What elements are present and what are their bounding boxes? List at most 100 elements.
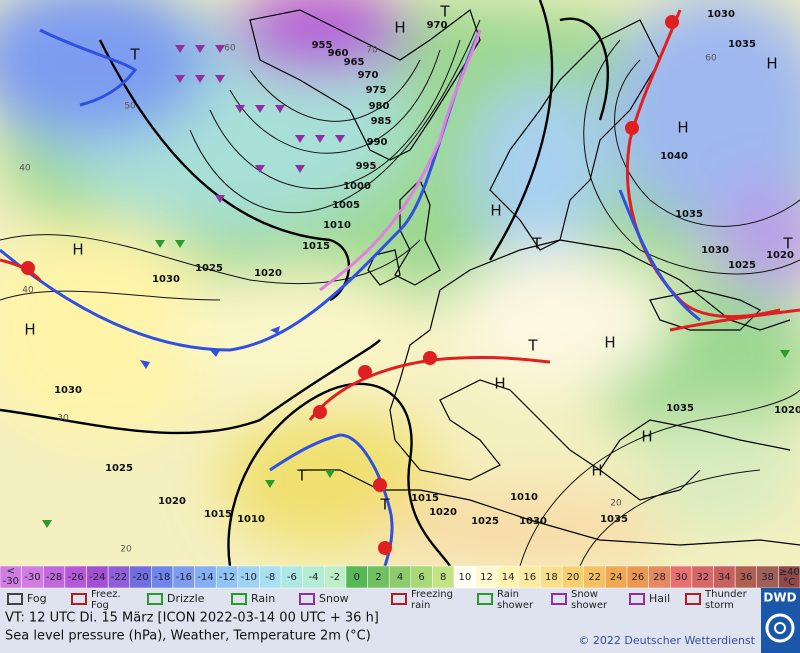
isobar-label: 1020 (429, 507, 457, 518)
isobar-label: 1020 (158, 496, 186, 507)
symbol-icon (551, 593, 567, 605)
isobar-label: 990 (367, 137, 388, 148)
isobar-label: 1000 (343, 181, 371, 192)
scale-value: 4 (397, 572, 403, 583)
scale-value: -28 (46, 572, 62, 583)
copyright: © 2022 Deutscher Wetterdienst (578, 634, 755, 647)
pressure-system: H (72, 241, 83, 259)
scale-value: 36 (740, 572, 753, 583)
isobar-label: 1035 (600, 514, 628, 525)
scale-value: -14 (197, 572, 213, 583)
pressure-system: H (490, 202, 501, 220)
pressure-system: T (527, 337, 538, 355)
pressure-system: T (379, 496, 390, 514)
temperature-label: 60 (224, 44, 236, 54)
temperature-label: 40 (22, 286, 34, 296)
symbol-icon (299, 593, 315, 605)
scale-value: 38 (761, 572, 774, 583)
isobar-label: 1030 (701, 245, 729, 256)
isobar-label: 1015 (302, 241, 330, 252)
isobar-label: 970 (358, 70, 379, 81)
weather-symbol-legend: Fog Freez. Fog Drizzle Rain Snow Freezing rain R… (7, 589, 748, 611)
isobar-label: 965 (344, 57, 365, 68)
isobar-label: 975 (366, 85, 387, 96)
scale-value: -30 (24, 572, 40, 583)
symbol-icon (685, 593, 701, 605)
isobar-label: 1025 (471, 516, 499, 527)
pressure-system: T (531, 235, 542, 253)
symbol-label: Drizzle (167, 592, 205, 605)
isobar-label: 1025 (195, 263, 223, 274)
symbol-icon (629, 593, 645, 605)
shower-symbols (42, 240, 790, 528)
logo-text: DWD (763, 591, 796, 605)
scale-above-unit: °C (783, 577, 795, 588)
isobar-label: 1035 (728, 39, 756, 50)
scale-value: 32 (696, 572, 709, 583)
isobar-label: 1005 (332, 200, 360, 211)
scale-value: 26 (631, 572, 644, 583)
symbol-icon (147, 593, 163, 605)
symbol-icon (477, 593, 493, 605)
scale-value: 16 (523, 572, 536, 583)
pressure-system: T (439, 3, 450, 21)
scale-value: 0 (354, 572, 360, 583)
isobar-label: 1020 (766, 250, 794, 261)
isobar-label: 1025 (105, 463, 133, 474)
pressure-system: H (494, 375, 505, 393)
scale-value: -24 (89, 572, 105, 583)
pressure-system: H (641, 428, 652, 446)
temperature-label: 70 (366, 46, 378, 56)
temperature-label: 20 (120, 545, 132, 555)
symbol-label: Freezing rain (411, 589, 453, 611)
precipitation-symbols (175, 45, 345, 203)
pressure-system: H (591, 462, 602, 480)
scale-value: -6 (287, 572, 297, 583)
temperature-label: 20 (610, 499, 622, 509)
scale-value: -22 (111, 572, 127, 583)
isobar-label: 1025 (728, 260, 756, 271)
isobar-label: 1035 (675, 209, 703, 220)
temperature-label: 40 (19, 164, 31, 174)
pressure-system: H (677, 119, 688, 137)
scale-value: 20 (567, 572, 580, 583)
scale-value: -10 (240, 572, 256, 583)
scale-value: 14 (502, 572, 515, 583)
isobar-label: 1020 (254, 268, 282, 279)
pressure-system: T (782, 235, 793, 253)
temperature-label: 50 (124, 102, 136, 112)
symbol-icon (71, 593, 87, 605)
symbol-label: Fog (27, 592, 47, 605)
symbol-icon (391, 593, 407, 605)
pressure-system: T (296, 467, 307, 485)
symbol-icon (7, 593, 23, 605)
legend: <-30 -30 -28 -26 -24 -22 -20 -18 -16 -14 -12 -10 -8-… (0, 565, 800, 653)
isobar-label: 995 (356, 161, 377, 172)
isobar-label: 1030 (152, 274, 180, 285)
scale-value: 34 (718, 572, 731, 583)
scale-value: 8 (440, 572, 446, 583)
scale-value: -12 (219, 572, 235, 583)
pressure-system: H (766, 55, 777, 73)
logo-icon (765, 613, 795, 643)
isobar-label: 955 (312, 40, 333, 51)
scale-value: 10 (458, 572, 471, 583)
valid-time: VT: 12 UTC Di. 15 März [ICON 2022-03-14 … (5, 611, 379, 626)
scale-value: 24 (610, 572, 623, 583)
isobar-label: 985 (371, 116, 392, 127)
description: Sea level pressure (hPa), Weather, Tempe… (5, 629, 371, 644)
pressure-system: T (129, 46, 140, 64)
pressure-system: H (24, 321, 35, 339)
symbol-label: Snow (319, 592, 349, 605)
temperature-scale: <-30 -30 -28 -26 -24 -22 -20 -18 -16 -14 -12 -10 -8-… (0, 565, 800, 589)
scale-below-value: -30 (3, 576, 19, 587)
logo-icon-inner (774, 622, 786, 634)
temperature-label: 30 (57, 414, 69, 424)
isobar-label: 1020 (774, 405, 800, 416)
isobar-label: 1030 (54, 385, 82, 396)
symbol-label: Thunder storm (704, 589, 748, 611)
scale-above-symbol: ≥40 (779, 567, 800, 578)
